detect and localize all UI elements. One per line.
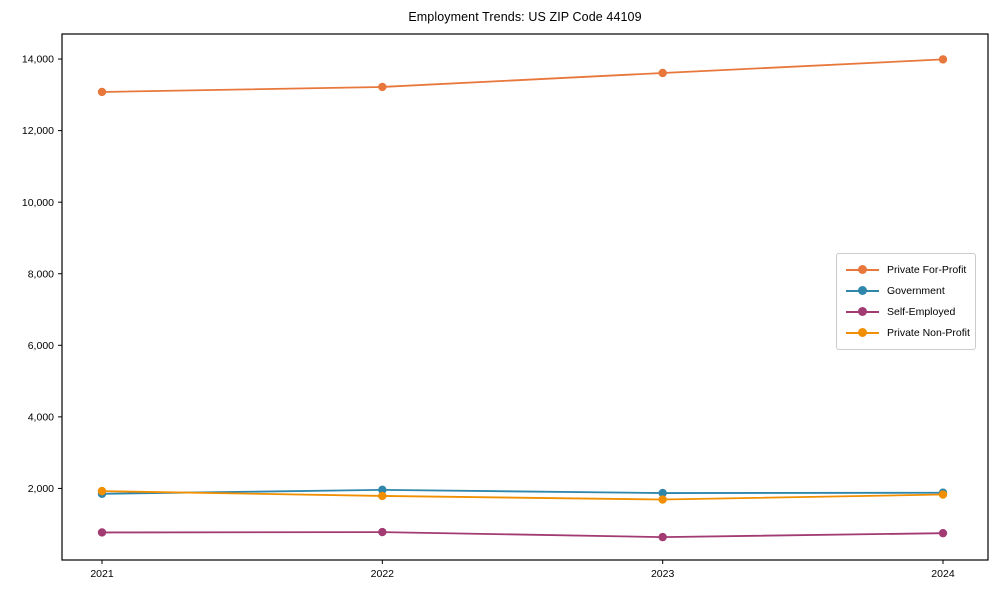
x-tick-label: 2021 bbox=[90, 568, 114, 580]
legend-item-label: Private For-Profit bbox=[887, 264, 967, 277]
legend-item: Self-Employed bbox=[846, 302, 975, 323]
x-tick-label: 2023 bbox=[651, 568, 675, 580]
legend-item: Private For-Profit bbox=[846, 260, 975, 281]
legend-item-label: Government bbox=[887, 285, 945, 298]
data-point-self-employed bbox=[97, 528, 107, 537]
data-point-private-for-profit bbox=[97, 87, 107, 97]
chart-title: Employment Trends: US ZIP Code 44109 bbox=[408, 10, 642, 24]
legend-item: Government bbox=[846, 281, 975, 302]
legend-item-label: Self-Employed bbox=[887, 305, 956, 318]
series-line-government bbox=[101, 488, 943, 495]
legend-line-marker-icon bbox=[846, 327, 879, 338]
data-point-self-employed bbox=[658, 532, 667, 542]
legend-line-marker-icon bbox=[846, 306, 879, 317]
legend-item: Private Non-Profit bbox=[846, 322, 975, 343]
series-line-self-employed bbox=[101, 531, 944, 538]
y-tick-label: 6,000 bbox=[28, 340, 54, 352]
data-point-private-non-profit bbox=[97, 486, 107, 496]
data-point-government bbox=[658, 488, 667, 498]
y-tick-label: 10,000 bbox=[22, 197, 54, 209]
legend: Private For-Profit Government Self-Employe… bbox=[836, 253, 976, 350]
y-tick-label: 12,000 bbox=[22, 125, 54, 137]
y-tick-label: 4,000 bbox=[28, 411, 54, 423]
legend-item-label: Private Non-Profit bbox=[887, 326, 970, 339]
axes-frame bbox=[61, 33, 989, 561]
data-point-private-for-profit bbox=[658, 68, 667, 78]
data-point-private-for-profit bbox=[378, 82, 387, 92]
y-tick-label: 8,000 bbox=[28, 268, 54, 280]
y-tick-label: 2,000 bbox=[28, 483, 54, 495]
data-point-self-employed bbox=[378, 527, 387, 537]
x-tick-label: 2022 bbox=[371, 568, 395, 580]
data-point-private-non-profit bbox=[938, 490, 948, 499]
legend-line-marker-icon bbox=[846, 286, 879, 296]
data-point-private-non-profit bbox=[658, 495, 667, 504]
series-line-private-for-profit bbox=[101, 58, 944, 93]
data-point-private-non-profit bbox=[378, 491, 387, 501]
legend-line-marker-icon bbox=[846, 265, 879, 275]
data-point-self-employed bbox=[938, 528, 948, 538]
series-line-private-non-profit bbox=[101, 490, 944, 501]
y-tick-label: 14,000 bbox=[22, 54, 54, 66]
data-point-government bbox=[378, 485, 387, 495]
x-tick-label: 2024 bbox=[931, 568, 955, 580]
data-point-private-for-profit bbox=[938, 55, 948, 64]
